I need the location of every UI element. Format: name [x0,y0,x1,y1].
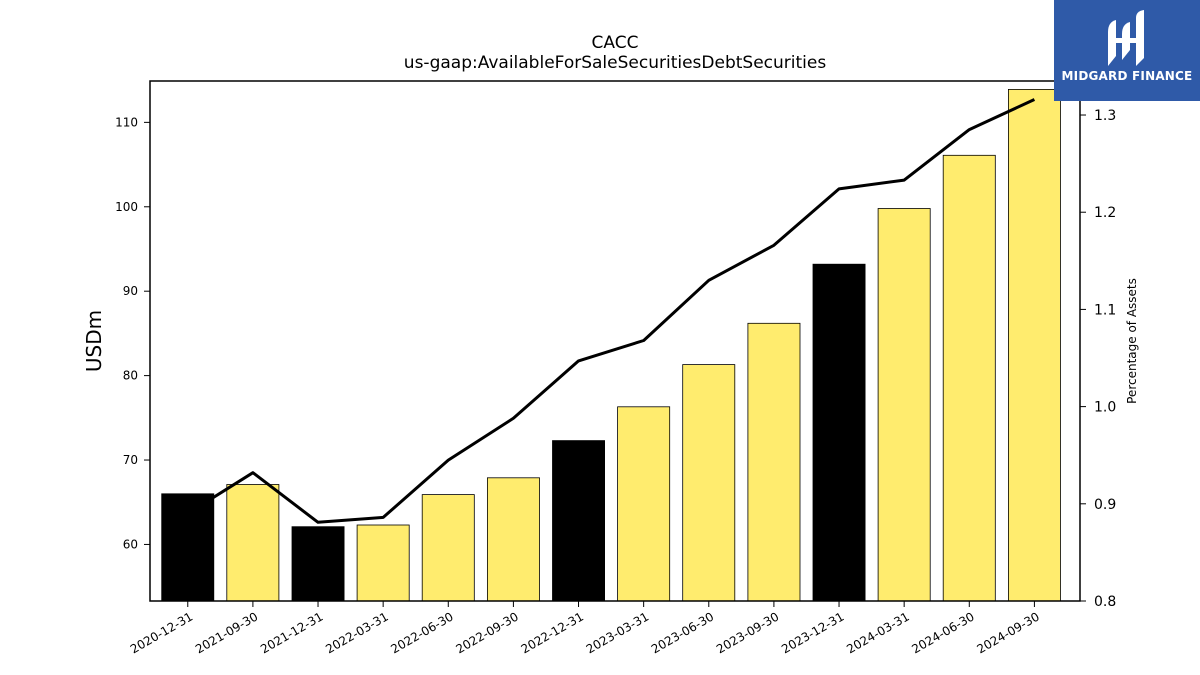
bar-2021-09-30 [226,484,280,602]
left-tick-label: 80 [123,369,138,383]
right-tick-label: 0.9 [1094,497,1116,513]
x-tick-label: 2022-06-30 [388,609,455,656]
right-axis: 0.8 0.9 1.0 1.1 1.2 1.3 [1080,108,1116,610]
chart-title: CACC [592,33,639,53]
bar-2024-06-30 [942,154,996,602]
right-tick-label: 1.3 [1094,108,1116,124]
x-tick-label: 2023-03-31 [584,609,651,656]
bar-2023-09-30 [747,322,801,602]
left-tick-label: 110 [115,115,138,129]
x-tick-label: 2020-12-31 [128,609,195,656]
x-tick-label: 2024-09-30 [974,609,1041,656]
bar-2022-09-30 [486,477,540,602]
left-tick-label: 70 [123,453,138,467]
x-tick-label: 2022-09-30 [453,609,520,656]
x-tick-label: 2023-09-30 [714,609,781,656]
percentage-line [187,98,1036,524]
bar-2023-12-31 [812,263,866,602]
x-tick-label: 2023-12-31 [779,609,846,656]
bar-2022-12-31 [552,440,605,602]
left-axis: 60 70 80 90 100 110 [115,115,150,551]
bar-2022-03-31 [356,524,410,602]
right-tick-label: 1.0 [1094,400,1116,416]
x-tick-label: 2022-12-31 [519,609,586,656]
x-tick-label: 2021-09-30 [193,609,260,656]
bar-2021-12-31 [291,526,345,602]
chart-subtitle: us-gaap:AvailableForSaleSecuritiesDebtSe… [404,53,827,73]
left-tick-label: 90 [123,284,138,298]
right-tick-label: 0.8 [1094,594,1116,610]
right-tick-label: 1.1 [1094,302,1116,318]
line-group [187,98,1036,524]
x-tick-label: 2024-03-31 [844,609,911,656]
bar-2024-03-31 [877,208,931,602]
left-tick-label: 60 [123,537,138,551]
right-tick-label: 1.2 [1094,205,1116,221]
plot-frame [149,80,1081,602]
bar-2023-06-30 [682,364,736,602]
x-tick-label: 2024-06-30 [909,609,976,656]
bar-2022-06-30 [421,494,475,602]
y-axis-label: USDm [82,310,106,372]
bar-2023-03-31 [617,406,671,602]
left-tick-label: 100 [115,200,138,214]
x-tick-label: 2022-03-31 [323,609,390,656]
x-axis: 2020-12-312021-09-302021-12-312022-03-31… [128,601,1042,656]
x-tick-label: 2023-06-30 [649,609,716,656]
brand-logo: MIDGARD FINANCE [1054,0,1200,101]
bar-2020-12-31 [161,493,215,602]
bars-group [161,89,1061,602]
y2-axis-label: Percentage of Assets [1125,278,1139,404]
logo-mark-icon [1108,10,1144,66]
bar-2024-09-30 [1008,89,1061,602]
logo-text: MIDGARD FINANCE [1061,69,1193,83]
x-tick-label: 2021-12-31 [258,609,325,656]
